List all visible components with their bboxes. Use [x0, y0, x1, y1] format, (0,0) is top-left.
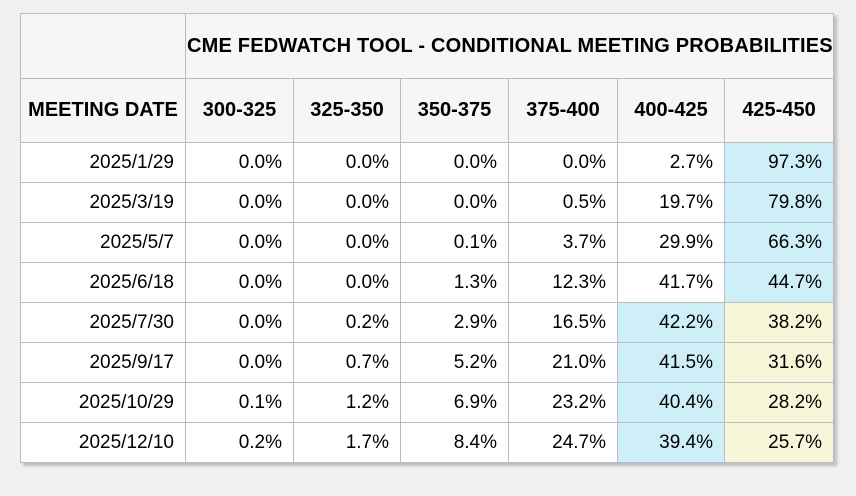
table-row: 2025/9/17 0.0% 0.7% 5.2% 21.0% 41.5% 31.6%	[20, 342, 835, 383]
probability-cell: 16.5%	[508, 302, 618, 343]
table-row: 2025/1/29 0.0% 0.0% 0.0% 0.0% 2.7% 97.3%	[20, 142, 835, 183]
probability-cell: 25.7%	[723, 422, 835, 463]
probability-cell: 28.2%	[723, 382, 835, 423]
probability-cell: 0.0%	[185, 222, 294, 263]
probability-cell: 3.7%	[508, 222, 618, 263]
probability-cell: 66.3%	[723, 222, 835, 263]
probability-cell: 0.1%	[185, 382, 294, 423]
column-header-375-400: 375-400	[508, 78, 618, 143]
probability-cell: 97.3%	[723, 142, 835, 183]
column-header-350-375: 350-375	[400, 78, 509, 143]
probability-cell: 41.5%	[617, 342, 725, 383]
probability-cell: 21.0%	[508, 342, 618, 383]
probability-cell: 0.0%	[400, 182, 509, 223]
corner-cell	[20, 13, 186, 79]
probability-cell: 44.7%	[723, 262, 835, 303]
meeting-date-cell: 2025/1/29	[20, 142, 186, 183]
fedwatch-probabilities-table: CME FEDWATCH TOOL - CONDITIONAL MEETING …	[20, 13, 835, 463]
meeting-date-cell: 2025/6/18	[20, 262, 186, 303]
table-row: 2025/12/10 0.2% 1.7% 8.4% 24.7% 39.4% 25.7%	[20, 422, 835, 463]
probability-cell: 0.1%	[400, 222, 509, 263]
probability-cell: 2.9%	[400, 302, 509, 343]
probability-cell: 41.7%	[617, 262, 725, 303]
probability-cell: 31.6%	[723, 342, 835, 383]
probability-cell: 19.7%	[617, 182, 725, 223]
table-row: 2025/6/18 0.0% 0.0% 1.3% 12.3% 41.7% 44.7%	[20, 262, 835, 303]
probability-cell: 0.0%	[293, 222, 401, 263]
probability-cell: 0.2%	[293, 302, 401, 343]
meeting-date-cell: 2025/7/30	[20, 302, 186, 343]
probability-cell: 0.0%	[185, 342, 294, 383]
probability-cell: 38.2%	[723, 302, 835, 343]
meeting-date-cell: 2025/3/19	[20, 182, 186, 223]
column-header-425-450: 425-450	[723, 78, 835, 143]
probability-cell: 40.4%	[617, 382, 725, 423]
probability-cell: 0.0%	[293, 142, 401, 183]
probability-cell: 0.0%	[508, 142, 618, 183]
probability-cell: 79.8%	[723, 182, 835, 223]
title-row: CME FEDWATCH TOOL - CONDITIONAL MEETING …	[20, 13, 835, 79]
probability-cell: 39.4%	[617, 422, 725, 463]
probability-cell: 23.2%	[508, 382, 618, 423]
table-row: 2025/5/7 0.0% 0.0% 0.1% 3.7% 29.9% 66.3%	[20, 222, 835, 263]
probability-cell: 0.7%	[293, 342, 401, 383]
meeting-date-cell: 2025/9/17	[20, 342, 186, 383]
probability-cell: 5.2%	[400, 342, 509, 383]
table-row: 2025/7/30 0.0% 0.2% 2.9% 16.5% 42.2% 38.2%	[20, 302, 835, 343]
probability-cell: 2.7%	[617, 142, 725, 183]
table-row: 2025/3/19 0.0% 0.0% 0.0% 0.5% 19.7% 79.8%	[20, 182, 835, 223]
column-header-325-350: 325-350	[293, 78, 401, 143]
column-header-400-425: 400-425	[617, 78, 725, 143]
probability-cell: 1.3%	[400, 262, 509, 303]
table-title: CME FEDWATCH TOOL - CONDITIONAL MEETING …	[184, 13, 835, 79]
probability-cell: 1.2%	[293, 382, 401, 423]
probability-cell: 0.0%	[185, 262, 294, 303]
probability-cell: 0.0%	[293, 262, 401, 303]
probability-cell: 8.4%	[400, 422, 509, 463]
probability-cell: 0.5%	[508, 182, 618, 223]
probability-cell: 6.9%	[400, 382, 509, 423]
probability-cell: 42.2%	[617, 302, 725, 343]
meeting-date-cell: 2025/5/7	[20, 222, 186, 263]
column-header-300-325: 300-325	[185, 78, 294, 143]
probability-cell: 29.9%	[617, 222, 725, 263]
probability-cell: 0.0%	[185, 182, 294, 223]
probability-cell: 12.3%	[508, 262, 618, 303]
probability-cell: 24.7%	[508, 422, 618, 463]
meeting-date-cell: 2025/10/29	[20, 382, 186, 423]
probability-cell: 0.0%	[185, 142, 294, 183]
meeting-date-cell: 2025/12/10	[20, 422, 186, 463]
probability-cell: 0.0%	[293, 182, 401, 223]
probability-cell: 0.2%	[185, 422, 294, 463]
table-body: 2025/1/29 0.0% 0.0% 0.0% 0.0% 2.7% 97.3% 2025/3…	[20, 142, 835, 463]
column-header-meeting-date: MEETING DATE	[20, 78, 186, 143]
probability-cell: 0.0%	[185, 302, 294, 343]
probability-cell: 1.7%	[293, 422, 401, 463]
probability-cell: 0.0%	[400, 142, 509, 183]
table-row: 2025/10/29 0.1% 1.2% 6.9% 23.2% 40.4% 28.2%	[20, 382, 835, 423]
header-row: MEETING DATE 300-325 325-350 350-375 375…	[20, 78, 835, 143]
